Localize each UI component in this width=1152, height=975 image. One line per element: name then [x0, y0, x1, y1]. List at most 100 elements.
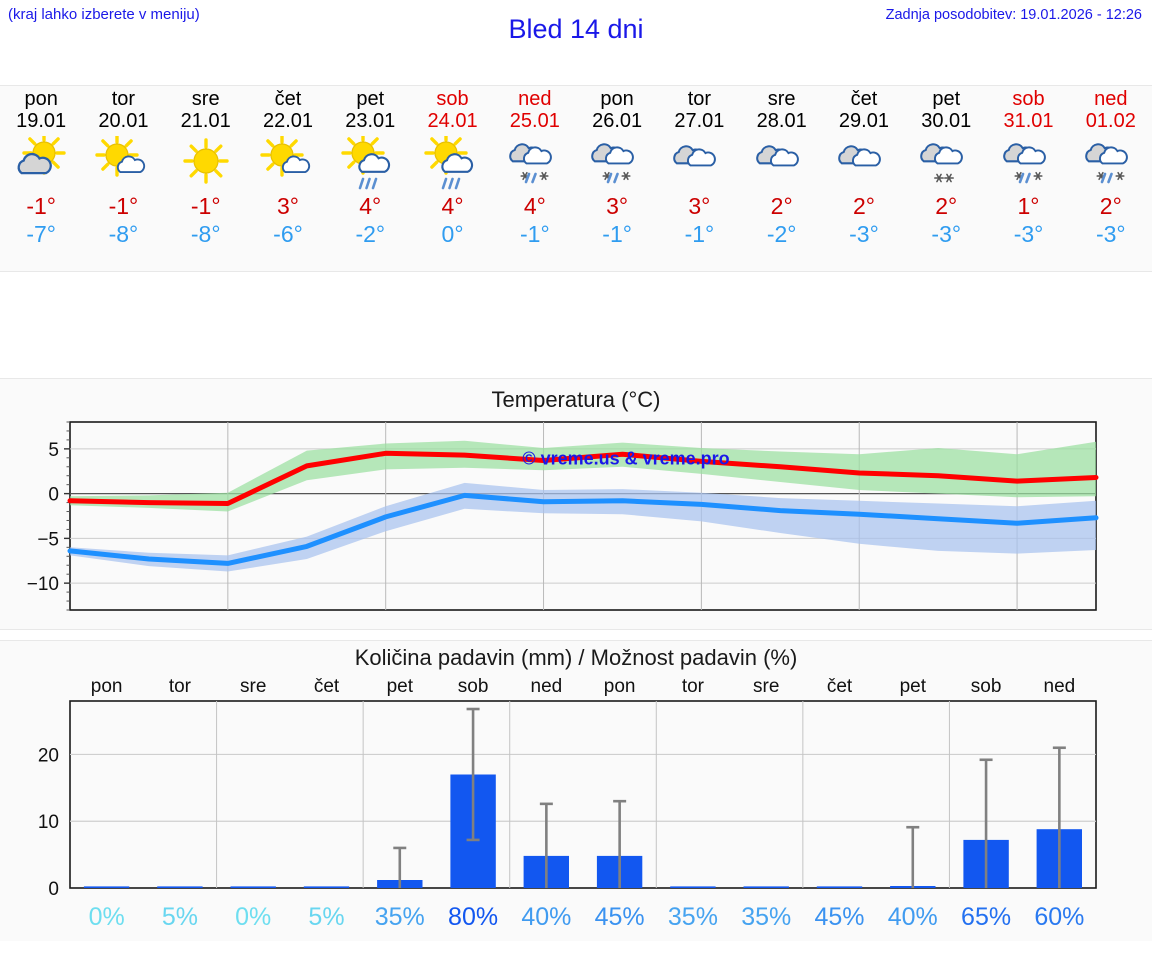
- temp-min: -1°: [684, 220, 715, 247]
- day-date: 26.01: [592, 110, 643, 132]
- day-date: 23.01: [345, 110, 396, 132]
- cloud-icon: [823, 135, 905, 191]
- sun-cloud-rain-icon: [329, 135, 411, 191]
- day-of-week: tor: [111, 88, 136, 110]
- temp-min: -6°: [273, 220, 303, 247]
- svg-text:tor: tor: [169, 676, 192, 697]
- svg-text:sre: sre: [240, 676, 266, 697]
- cloud-sleet-icon: [494, 135, 576, 191]
- svg-text:35%: 35%: [741, 903, 791, 931]
- day-date: 24.01: [427, 110, 478, 132]
- temp-min: -2°: [766, 220, 797, 247]
- temp-max: 2°: [852, 193, 875, 219]
- day-of-week: pet: [932, 88, 961, 110]
- day-date: 20.01: [98, 110, 149, 132]
- svg-text:40%: 40%: [521, 903, 571, 931]
- svg-text:20: 20: [38, 745, 59, 766]
- temp-min: -8°: [190, 220, 221, 247]
- day-of-week: ned: [1094, 88, 1128, 110]
- sun-behind-cloud-icon: [0, 135, 82, 191]
- temp-max: -1°: [190, 193, 221, 219]
- cloud-sleet-icon: [987, 135, 1069, 191]
- temp-min: -3°: [849, 220, 879, 247]
- cloud-icon: [658, 135, 740, 191]
- temp-max: -1°: [108, 193, 139, 219]
- temp-max: 3°: [276, 193, 299, 219]
- svg-text:80%: 80%: [448, 903, 498, 931]
- temperature-chart-title: Temperatura (°C): [491, 387, 661, 412]
- svg-text:sob: sob: [458, 676, 489, 697]
- temp-min: -7°: [26, 220, 56, 247]
- day-of-week: tor: [687, 88, 712, 110]
- svg-text:čet: čet: [827, 676, 853, 697]
- day-date: 29.01: [838, 110, 889, 132]
- svg-text:35%: 35%: [375, 903, 425, 931]
- svg-text:40%: 40%: [888, 903, 938, 931]
- forecast-day-column[interactable]: tor 20.01 -1° -8°: [82, 86, 164, 271]
- day-of-week: pet: [356, 88, 385, 110]
- forecast-day-column[interactable]: čet 29.01 2° -3°: [823, 86, 905, 271]
- svg-text:pon: pon: [604, 676, 636, 697]
- svg-text:sob: sob: [971, 676, 1002, 697]
- svg-text:45%: 45%: [814, 903, 864, 931]
- svg-text:pon: pon: [91, 676, 123, 697]
- cloud-icon: [741, 135, 823, 191]
- day-of-week: sob: [436, 88, 469, 110]
- svg-text:sre: sre: [753, 676, 779, 697]
- day-date: 22.01: [262, 110, 314, 132]
- menu-hint: (kraj lahko izberete v meniju): [8, 6, 200, 23]
- svg-text:35%: 35%: [668, 903, 718, 931]
- svg-text:10: 10: [38, 812, 59, 833]
- forecast-day-column[interactable]: sob 31.01 1° -3°: [987, 86, 1069, 271]
- page-title: Bled 14 dni: [508, 14, 644, 44]
- forecast-day-column[interactable]: sre 28.01 2° -2°: [741, 86, 823, 271]
- precipitation-chart: pon tor sre čet pet sob ned pon tor sre čet pet sob n…: [38, 676, 1097, 931]
- day-of-week: sob: [1012, 88, 1045, 110]
- svg-text:pet: pet: [900, 676, 927, 697]
- svg-text:45%: 45%: [595, 903, 645, 931]
- sun-small-cloud-icon: [247, 135, 329, 191]
- forecast-day-column[interactable]: pet 23.01 4° -2°: [329, 86, 411, 271]
- forecast-day-column[interactable]: pon 19.01 -1° -7°: [0, 86, 82, 271]
- temp-max: 3°: [688, 193, 711, 219]
- forecast-day-column[interactable]: pet 30.01 2° -3°: [905, 86, 987, 271]
- forecast-day-column[interactable]: ned 01.02 2° -3°: [1070, 86, 1152, 271]
- temp-max: 1°: [1017, 193, 1040, 219]
- day-of-week: pon: [24, 88, 58, 110]
- svg-text:60%: 60%: [1034, 903, 1084, 931]
- forecast-day-column[interactable]: tor 27.01 3° -1°: [658, 86, 740, 271]
- cloud-snow-icon: [905, 135, 987, 191]
- svg-text:−5: −5: [37, 529, 59, 550]
- temp-max: 4°: [441, 193, 464, 219]
- day-date: 28.01: [756, 110, 807, 132]
- svg-text:5: 5: [48, 440, 59, 461]
- sun-icon: [165, 135, 247, 191]
- day-of-week: čet: [850, 88, 878, 110]
- day-date: 01.02: [1085, 110, 1136, 132]
- temp-min: -2°: [355, 220, 386, 247]
- temp-max: 3°: [606, 193, 629, 219]
- forecast-day-column[interactable]: čet 22.01 3° -6°: [247, 86, 329, 271]
- temp-max: -1°: [26, 193, 56, 219]
- temp-max: 4°: [523, 193, 546, 219]
- forecast-day-column[interactable]: ned 25.01 4° -1°: [494, 86, 576, 271]
- day-of-week: sre: [191, 88, 220, 110]
- svg-text:0: 0: [48, 485, 59, 506]
- temp-max: 4°: [359, 193, 382, 219]
- forecast-day-column[interactable]: pon 26.01 3° -1°: [576, 86, 658, 271]
- svg-text:ned: ned: [1044, 676, 1076, 697]
- temp-max: 2°: [770, 193, 793, 219]
- day-of-week: pon: [600, 88, 634, 110]
- svg-text:−10: −10: [27, 574, 59, 595]
- temp-min: -3°: [931, 220, 962, 247]
- temp-min: -3°: [1095, 220, 1126, 247]
- cloud-sleet-icon: [576, 135, 658, 191]
- forecast-day-column[interactable]: sob 24.01 4° 0°: [411, 86, 493, 271]
- day-date: 30.01: [921, 110, 972, 132]
- svg-text:0: 0: [48, 879, 59, 900]
- temperature-chart: 5 0 −5 −10 © vreme.us & vreme.pro: [27, 421, 1099, 611]
- svg-text:ned: ned: [531, 676, 563, 697]
- cloud-sleet-icon: [1070, 135, 1152, 191]
- temp-min: -1°: [520, 220, 550, 247]
- forecast-day-column[interactable]: sre 21.01 -1° -8°: [165, 86, 247, 271]
